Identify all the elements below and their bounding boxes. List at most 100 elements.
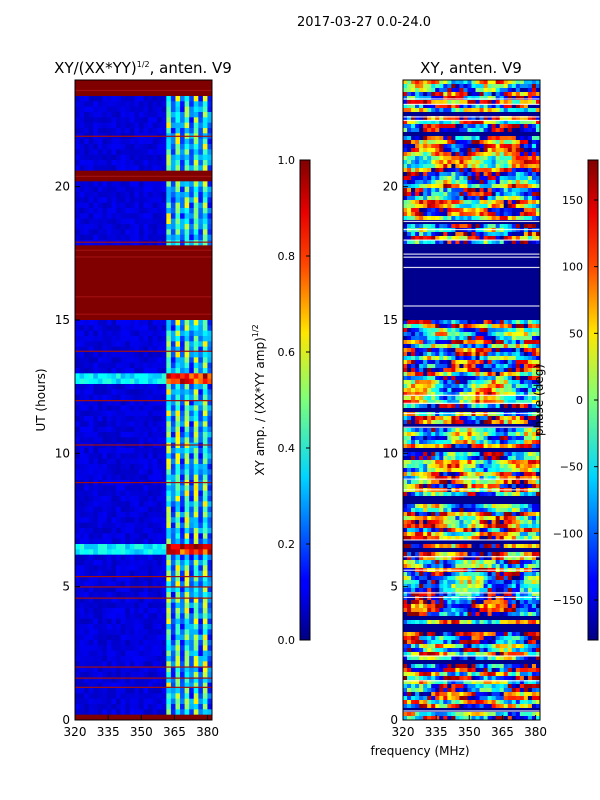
heatmap-cell — [157, 464, 163, 470]
heatmap-cell — [84, 496, 90, 502]
heatmap-cell — [507, 104, 513, 109]
heatmap-cell — [93, 336, 99, 342]
heatmap-cell — [75, 405, 80, 412]
heatmap-cell — [193, 565, 199, 572]
heatmap-cell — [435, 84, 440, 89]
heatmap-cell — [161, 421, 167, 428]
heatmap-cell — [170, 549, 176, 556]
heatmap-cell — [207, 496, 212, 502]
heatmap-cell — [143, 565, 149, 572]
heatmap-cell — [148, 565, 154, 572]
heatmap-cell — [148, 490, 154, 497]
heatmap-cell — [451, 104, 456, 109]
heatmap-cell — [157, 410, 163, 417]
heatmap-cell — [102, 394, 108, 401]
heatmap-cell — [157, 624, 163, 630]
heatmap-cell — [106, 122, 112, 129]
heatmap-cell — [411, 376, 416, 381]
heatmap-cell — [527, 124, 533, 129]
heatmap-cell — [111, 634, 117, 641]
heatmap-cell — [431, 228, 436, 233]
heatmap-cell — [467, 200, 472, 205]
heatmap-cell — [161, 517, 167, 524]
heatmap-cell — [116, 240, 122, 246]
heatmap-cell — [463, 140, 468, 145]
heatmap-cell — [483, 196, 489, 201]
heatmap-cell — [491, 136, 497, 141]
heatmap-cell — [491, 160, 497, 165]
heatmap-cell — [184, 698, 190, 705]
heatmap-cell — [459, 176, 464, 181]
heatmap-cell — [523, 140, 529, 145]
heatmap-cell — [129, 672, 135, 678]
heatmap-cell — [479, 88, 484, 93]
heatmap-cell — [423, 116, 428, 121]
heatmap-cell — [175, 554, 181, 561]
heatmap-cell — [111, 565, 117, 572]
heatmap-cell — [467, 172, 472, 177]
heatmap-cell — [207, 677, 212, 684]
heatmap-cell — [499, 116, 505, 121]
heatmap-cell — [143, 650, 149, 657]
heatmap-cell — [411, 136, 416, 141]
heatmap-cell — [88, 501, 94, 508]
heatmap-cell — [111, 234, 117, 241]
heatmap-cell — [439, 204, 444, 209]
heatmap-cell — [189, 650, 195, 657]
heatmap-cell — [138, 586, 144, 593]
heatmap-cell — [184, 554, 190, 561]
heatmap-cell — [175, 640, 181, 646]
heatmap-cell — [75, 565, 80, 572]
heatmap-cell — [193, 160, 199, 166]
heatmap-cell — [116, 234, 122, 241]
heatmap-cell — [75, 400, 80, 406]
heatmap-cell — [193, 693, 199, 700]
heatmap-cell — [134, 666, 140, 673]
heatmap-cell — [202, 618, 208, 625]
heatmap-cell — [75, 330, 80, 337]
heatmap-cell — [499, 176, 505, 181]
heatmap-row-flagged — [403, 220, 540, 225]
heatmap-cell — [455, 344, 460, 349]
heatmap-cell — [161, 122, 167, 129]
heatmap-cell — [463, 120, 468, 125]
heatmap-cell — [451, 96, 456, 101]
heatmap-cell — [423, 88, 428, 93]
heatmap-cell — [535, 92, 540, 97]
heatmap-cell — [88, 202, 94, 209]
heatmap-cell — [184, 112, 190, 118]
heatmap-cell — [507, 240, 513, 245]
heatmap-cell — [75, 106, 80, 113]
heatmap-cell — [161, 666, 167, 673]
heatmap-cell — [184, 394, 190, 401]
heatmap-cell — [106, 368, 112, 374]
heatmap-cell — [443, 224, 448, 229]
heatmap-cell — [79, 512, 85, 518]
heatmap-cell — [129, 149, 135, 156]
heatmap-cell — [88, 138, 94, 145]
heatmap-cell — [138, 106, 144, 113]
heatmap-cell — [439, 104, 444, 109]
heatmap-cell — [75, 688, 80, 694]
heatmap-cell — [106, 165, 112, 172]
heatmap-cell — [515, 92, 521, 97]
heatmap-cell — [475, 228, 480, 233]
heatmap-cell — [84, 549, 90, 556]
heatmap-cell — [207, 688, 212, 694]
heatmap-cell — [535, 360, 540, 365]
heatmap-cell — [93, 698, 99, 705]
heatmap-cell — [84, 202, 90, 209]
heatmap-cell — [407, 116, 412, 121]
heatmap-cell — [161, 693, 167, 700]
heatmap-cell — [431, 320, 436, 325]
heatmap-cell — [455, 200, 460, 205]
heatmap-cell — [207, 560, 212, 566]
heatmap-cell — [93, 405, 99, 412]
heatmap-cell — [106, 586, 112, 593]
heatmap-cell — [447, 356, 452, 361]
heatmap-cell — [75, 357, 80, 364]
heatmap-cell — [129, 186, 135, 193]
heatmap-cell — [499, 88, 505, 93]
heatmap-cell — [491, 164, 497, 169]
heatmap-cell — [125, 421, 131, 428]
